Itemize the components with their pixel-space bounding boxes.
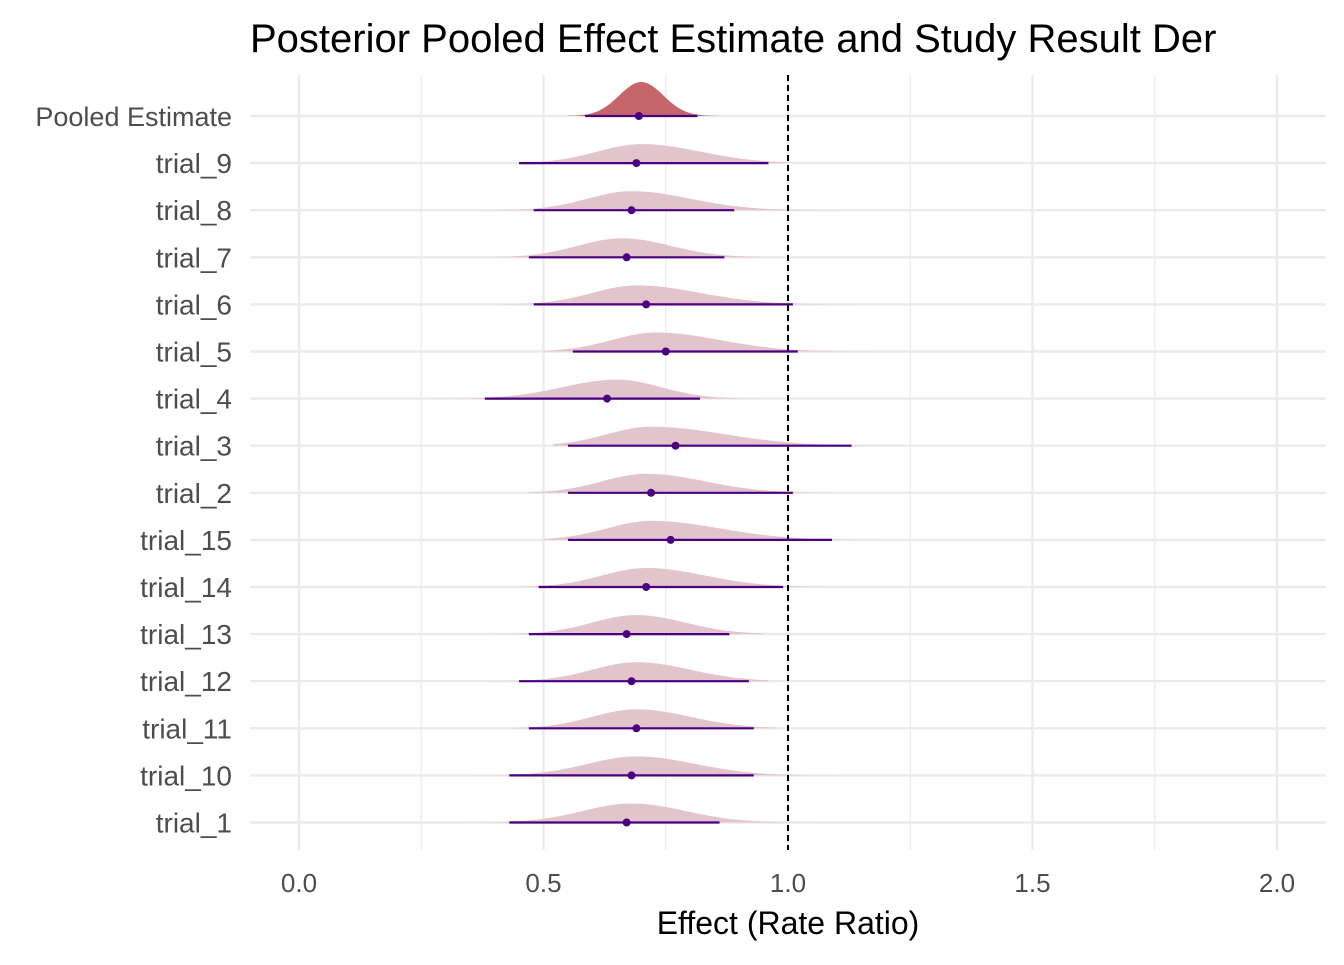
study-density: [528, 473, 852, 493]
point-estimate: [632, 159, 641, 168]
y-tick-label: trial_7: [156, 242, 232, 273]
point-estimate: [627, 771, 636, 780]
y-tick-label: trial_5: [156, 337, 232, 368]
y-tick-label: trial_8: [156, 195, 232, 226]
study-density: [553, 426, 935, 446]
study-density: [519, 144, 788, 164]
study-density: [543, 332, 886, 352]
study-density: [435, 379, 754, 399]
pooled-density: [568, 82, 720, 116]
y-tick-label: trial_3: [156, 431, 232, 462]
y-tick-label: trial_15: [140, 525, 232, 556]
point-estimate: [627, 206, 636, 215]
chart-title: Posterior Pooled Effect Estimate and Stu…: [250, 17, 1216, 61]
y-tick-label: trial_9: [156, 148, 232, 179]
y-tick-label: trial_11: [142, 713, 232, 744]
point-estimate: [647, 488, 656, 497]
x-tick-label: 0.5: [525, 868, 561, 898]
x-tick-labels: 0.0 0.5 1.0 1.5 2.0: [281, 868, 1295, 898]
y-tick-label: trial_10: [140, 760, 232, 791]
point-estimate: [642, 300, 651, 309]
y-tick-label: trial_4: [156, 384, 232, 415]
point-estimate: [671, 441, 680, 450]
point-estimate: [661, 347, 670, 356]
y-tick-label: trial_12: [140, 666, 232, 697]
y-tick-label: trial_2: [156, 478, 232, 509]
point-estimate: [642, 583, 651, 591]
study-density: [494, 615, 764, 635]
point-estimate: [634, 112, 643, 120]
y-tick-label: trial_6: [156, 289, 232, 320]
x-tick-label: 1.5: [1014, 868, 1050, 898]
point-estimate: [622, 818, 631, 827]
point-estimate: [622, 630, 631, 639]
point-estimate: [622, 253, 631, 262]
study-density: [460, 191, 896, 211]
x-tick-label: 1.0: [770, 868, 806, 898]
study-density: [489, 662, 769, 682]
study-density: [494, 285, 911, 305]
density-layer: [431, 82, 950, 823]
y-tick-label: trial_13: [140, 619, 232, 650]
y-tick-label: trial_1: [156, 808, 232, 839]
y-tick-label: Pooled Estimate: [35, 102, 232, 132]
interval-layer: [484, 112, 852, 827]
study-density: [543, 520, 886, 540]
x-tick-label: 0.0: [281, 868, 317, 898]
study-density: [465, 238, 828, 258]
y-tick-labels: Pooled Estimate trial_9 trial_8 trial_7tria…: [35, 102, 232, 839]
point-estimate: [627, 677, 636, 686]
point-estimate: [603, 394, 612, 403]
y-tick-label: trial_14: [140, 572, 232, 603]
x-tick-label: 2.0: [1259, 868, 1295, 898]
study-density: [514, 568, 828, 587]
point-estimate: [632, 724, 641, 733]
study-density: [514, 709, 779, 729]
point-estimate: [666, 535, 675, 544]
study-density: [445, 803, 837, 823]
study-density: [431, 756, 950, 776]
x-axis-title: Effect (Rate Ratio): [657, 905, 920, 941]
